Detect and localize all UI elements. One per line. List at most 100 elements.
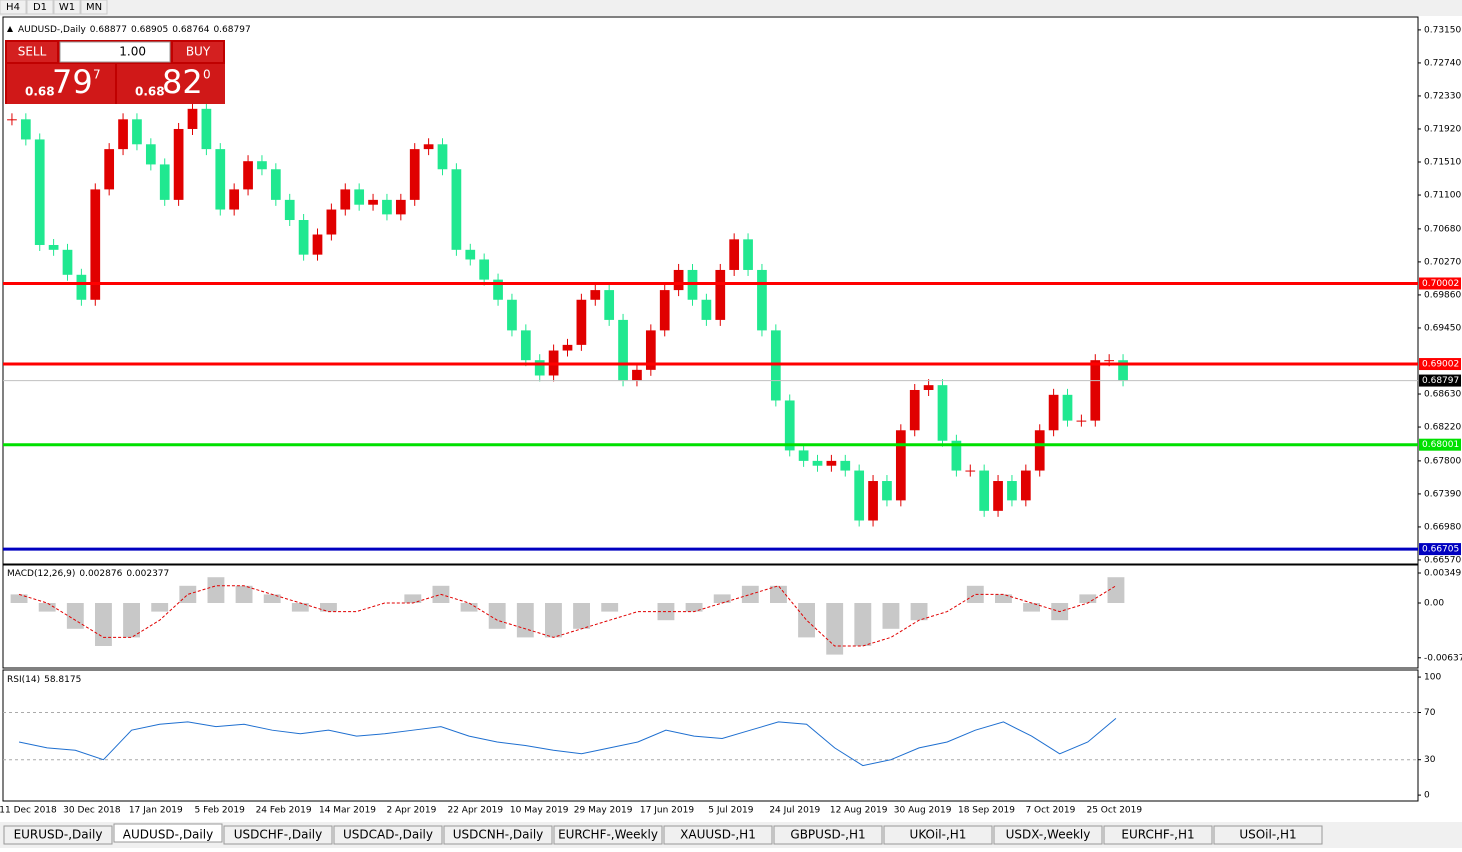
current-price: 0.68797 xyxy=(1422,376,1459,386)
level-price: 0.70002 xyxy=(1422,279,1459,289)
x-tick-label: 7 Oct 2019 xyxy=(1025,806,1075,816)
level-price-box xyxy=(1419,543,1461,556)
macd-bar xyxy=(966,585,984,604)
candle xyxy=(382,199,392,215)
chart-tab[interactable] xyxy=(1213,825,1323,845)
candle xyxy=(451,169,462,250)
indicator-name: RSI(14) xyxy=(7,675,40,685)
chart-tab[interactable] xyxy=(1103,825,1213,845)
macd-bar xyxy=(882,603,900,629)
macd-bar xyxy=(826,603,844,655)
y-tick-label: 0.70270 xyxy=(1424,257,1461,267)
chart-tab[interactable] xyxy=(883,825,993,845)
macd-bar xyxy=(910,603,928,621)
candle xyxy=(270,169,281,200)
candle xyxy=(1034,430,1045,471)
chart-tab[interactable] xyxy=(443,825,553,845)
macd-bar xyxy=(95,603,112,646)
chart-tab[interactable] xyxy=(223,825,333,845)
candle xyxy=(423,144,434,150)
timeframe-button[interactable] xyxy=(53,0,81,15)
macd-bar xyxy=(601,603,619,612)
chart-tab[interactable] xyxy=(773,825,883,845)
x-tick-label: 12 Aug 2019 xyxy=(830,806,888,816)
candle xyxy=(76,274,87,300)
macd-bar xyxy=(854,603,872,646)
candle xyxy=(48,244,59,250)
candle xyxy=(534,360,545,376)
lot-input[interactable] xyxy=(59,41,171,63)
tab-label: USOil-,H1 xyxy=(1239,828,1296,842)
y-tick-label: 0.67800 xyxy=(1424,456,1461,466)
candle xyxy=(62,249,73,275)
candle xyxy=(215,149,226,210)
candle xyxy=(1090,360,1101,421)
candle xyxy=(895,430,906,501)
y-tick-label: 0.00 xyxy=(1424,599,1444,609)
x-tick-label: 18 Sep 2019 xyxy=(958,806,1015,816)
candle xyxy=(562,344,573,351)
candle xyxy=(437,144,448,170)
y-tick-label: -0.00637 xyxy=(1424,653,1462,663)
timeframe-button[interactable] xyxy=(80,0,108,15)
candle xyxy=(659,290,670,331)
candle xyxy=(104,149,115,190)
tab-label: USDCHF-,Daily xyxy=(234,828,322,842)
chart-tab[interactable] xyxy=(553,825,663,845)
macd-bar xyxy=(516,603,534,638)
x-tick-label: 17 Jan 2019 xyxy=(129,806,183,816)
macd-bar xyxy=(1079,594,1097,604)
price-panel xyxy=(2,16,1419,565)
macd-bar xyxy=(741,585,759,604)
sell-button[interactable] xyxy=(7,42,57,62)
level-price: 0.66705 xyxy=(1422,545,1459,555)
macd-title: MACD(12,26,9) 0.002876 0.002377 xyxy=(7,569,169,579)
x-tick-label: 30 Dec 2018 xyxy=(63,806,121,816)
chart-tab[interactable] xyxy=(663,825,773,845)
level-price-box xyxy=(1419,438,1461,451)
timeframe-button[interactable] xyxy=(26,0,54,15)
x-tick-label: 24 Jul 2019 xyxy=(769,806,820,816)
candle xyxy=(520,330,531,361)
y-tick-label: 0.70680 xyxy=(1424,224,1461,234)
tab-label: USDCNH-,Daily xyxy=(453,828,544,842)
candle xyxy=(312,234,323,255)
candle xyxy=(284,199,295,221)
price-prefix: 0.68 xyxy=(25,85,55,99)
tab-label: GBPUSD-,H1 xyxy=(790,828,865,842)
symbol: AUDUSD-,Daily xyxy=(18,25,86,35)
tab-label: AUDUSD-,Daily xyxy=(123,828,213,842)
candle xyxy=(965,470,976,472)
x-tick-label: 5 Jul 2019 xyxy=(708,806,753,816)
timeframe-button[interactable] xyxy=(0,0,27,15)
lot-value: 1.00 xyxy=(119,45,146,59)
buy-price-box[interactable] xyxy=(117,64,225,104)
y-tick-label: 0.68630 xyxy=(1424,390,1461,400)
chart-tab[interactable] xyxy=(3,825,113,845)
chart-header: AUDUSD-,Daily 0.68877 0.68905 0.68764 0.6879… xyxy=(18,25,251,35)
macd-bar xyxy=(573,603,590,629)
chart-tab[interactable] xyxy=(333,825,443,845)
candle xyxy=(826,460,837,466)
buy-button[interactable] xyxy=(173,42,223,62)
y-tick-label: 0 xyxy=(1424,791,1430,801)
candle xyxy=(715,269,726,320)
macd-bar xyxy=(545,603,562,638)
candle xyxy=(868,481,878,521)
candle xyxy=(354,189,365,205)
chart-tab[interactable] xyxy=(113,823,223,843)
indicator-name: MACD(12,26,9) xyxy=(7,569,75,579)
chart-tab[interactable] xyxy=(993,825,1103,845)
y-tick-label: 0.71510 xyxy=(1424,158,1461,168)
y-tick-label: 0.72330 xyxy=(1424,91,1461,101)
x-tick-label: 10 May 2019 xyxy=(510,806,569,816)
macd-bar xyxy=(1023,603,1040,612)
candle xyxy=(187,108,198,129)
sell-price-box[interactable] xyxy=(7,64,115,104)
candle xyxy=(1048,394,1059,431)
macd-bar xyxy=(207,577,225,604)
macd-bar xyxy=(320,603,337,612)
candle xyxy=(993,481,1003,511)
